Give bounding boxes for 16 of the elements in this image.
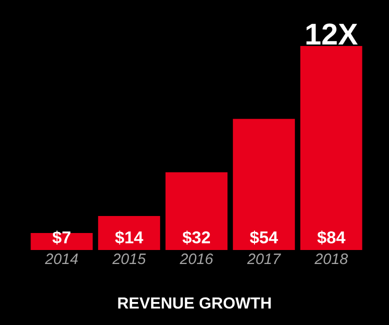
bar <box>232 118 295 250</box>
annotation: 12X <box>306 24 358 44</box>
x-tick-label: 2018 <box>314 254 348 264</box>
x-tick-label: 2017 <box>247 254 282 264</box>
x-tick-label: 2014 <box>44 254 78 264</box>
x-tick-label: 2016 <box>180 254 214 264</box>
text: REVENUE GROWTH <box>118 297 271 309</box>
data-label: $7 <box>52 230 70 244</box>
data-label: $14 <box>115 230 144 244</box>
bar <box>300 46 362 250</box>
x-tick-label: 2015 <box>112 254 146 264</box>
data-label: $84 <box>317 230 346 244</box>
bar <box>98 216 160 250</box>
bar <box>166 172 228 250</box>
data-label: $54 <box>250 230 278 244</box>
data-label: $32 <box>182 230 210 244</box>
